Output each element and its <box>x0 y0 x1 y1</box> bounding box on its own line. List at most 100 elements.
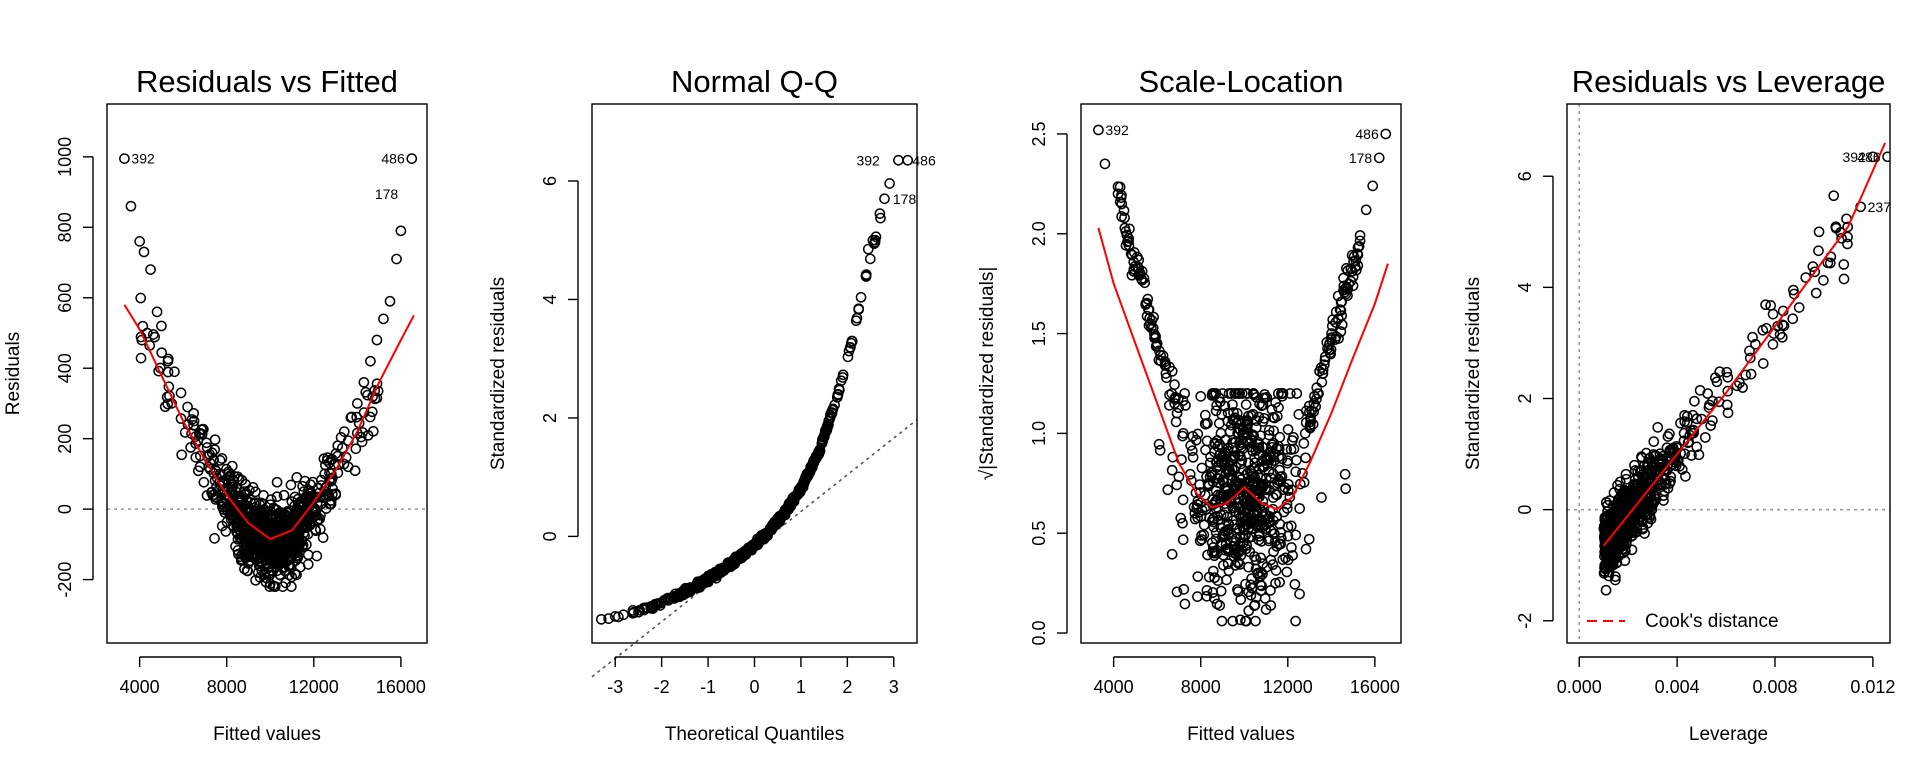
data-point <box>1231 522 1243 534</box>
data-point <box>1151 340 1163 351</box>
y-tick-label: 0.0 <box>1029 621 1049 646</box>
x-tick-label: 0.008 <box>1752 677 1797 697</box>
data-point <box>1316 492 1327 503</box>
data-point <box>609 610 621 622</box>
data-point <box>1600 584 1612 596</box>
data-point <box>1643 453 1655 465</box>
data-point <box>1757 358 1769 369</box>
data-point <box>182 401 193 413</box>
data-point <box>1209 593 1220 604</box>
x-tick-label: 8000 <box>207 677 247 697</box>
data-point <box>814 445 825 456</box>
data-point <box>595 613 607 625</box>
data-point <box>1234 493 1245 505</box>
data-point <box>1282 455 1293 467</box>
data-point <box>335 432 347 443</box>
data-point <box>242 565 253 577</box>
data-point <box>1282 424 1294 435</box>
data-point <box>766 524 777 536</box>
data-point <box>1653 457 1665 469</box>
y-tick-label: 6 <box>540 176 560 186</box>
data-point <box>1203 571 1215 583</box>
data-point <box>242 504 254 516</box>
data-point <box>255 560 266 572</box>
data-point <box>1353 240 1365 252</box>
data-point <box>1689 395 1700 407</box>
data-point <box>1201 584 1213 596</box>
data-point <box>1093 124 1104 136</box>
data-point <box>176 449 188 461</box>
data-point <box>1838 259 1850 270</box>
data-point <box>678 585 689 596</box>
data-point <box>1788 284 1799 296</box>
data-point <box>244 535 256 547</box>
data-point <box>356 436 368 448</box>
data-point <box>1210 405 1222 417</box>
data-point <box>1200 444 1211 456</box>
data-point <box>302 559 314 570</box>
data-point <box>1722 385 1734 397</box>
y-tick-label: 2.5 <box>1029 121 1049 146</box>
point-label: 178 <box>893 191 917 207</box>
data-point <box>1242 436 1254 447</box>
data-point <box>1373 152 1385 164</box>
data-point <box>829 399 840 411</box>
y-tick-label: 6 <box>1515 171 1535 181</box>
data-point <box>1281 503 1293 514</box>
data-point <box>1346 249 1358 261</box>
data-point <box>1153 354 1165 366</box>
data-point <box>1233 388 1245 399</box>
data-point <box>1192 495 1204 507</box>
data-point <box>1195 390 1207 402</box>
data-point <box>1265 585 1276 596</box>
data-point <box>1126 249 1138 261</box>
x-tick-label: 4000 <box>1094 677 1134 697</box>
data-point <box>1247 388 1259 399</box>
data-point <box>1237 480 1249 491</box>
data-point <box>276 522 287 533</box>
data-point <box>1228 501 1240 512</box>
data-point <box>301 496 313 508</box>
data-point <box>1166 365 1178 377</box>
data-point <box>1649 490 1661 502</box>
data-point <box>1288 431 1299 443</box>
data-point <box>1349 261 1361 273</box>
data-point <box>1253 528 1265 539</box>
data-point <box>1153 438 1165 450</box>
point-label: 486 <box>1355 126 1379 142</box>
data-point <box>258 515 269 527</box>
data-point <box>262 562 274 574</box>
data-point <box>1323 344 1335 356</box>
data-point <box>1761 322 1772 334</box>
data-point <box>1270 565 1282 576</box>
data-point <box>320 503 332 514</box>
data-point <box>1247 409 1259 420</box>
data-point <box>1241 420 1253 431</box>
data-point <box>198 476 210 488</box>
data-point <box>729 557 741 569</box>
data-point <box>1740 369 1752 381</box>
data-point <box>1293 409 1305 420</box>
data-point <box>260 576 272 588</box>
data-point <box>358 376 370 388</box>
data-point <box>1192 428 1204 440</box>
data-point <box>1260 604 1272 615</box>
point-label: 392 <box>856 152 880 168</box>
data-point <box>1694 384 1706 396</box>
data-point <box>292 527 304 538</box>
data-point <box>1215 448 1226 460</box>
data-point <box>1261 452 1273 463</box>
data-point <box>1252 442 1264 454</box>
data-point <box>1662 431 1674 442</box>
x-tick-label: -1 <box>700 677 716 697</box>
data-point <box>1161 372 1172 384</box>
data-point <box>902 154 914 166</box>
y-axis-label: Standardized residuals <box>488 277 509 470</box>
data-point <box>1348 251 1360 263</box>
plot-frame <box>591 103 918 644</box>
data-point <box>1222 415 1234 427</box>
data-point <box>1267 411 1279 423</box>
data-point <box>1241 415 1253 426</box>
data-point <box>1652 422 1664 433</box>
data-point <box>1268 546 1279 558</box>
